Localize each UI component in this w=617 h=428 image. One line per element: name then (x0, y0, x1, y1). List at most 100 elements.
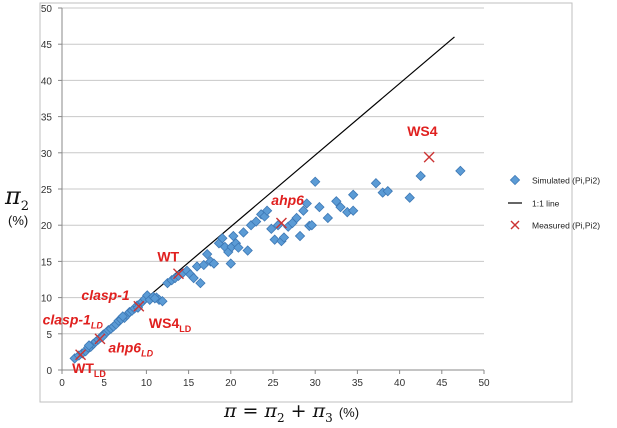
tick-labels: 0 5 10 15 20 25 30 35 40 45 50 0 5 10 15 20 25 30 35 40 45 50 (41, 4, 490, 389)
legend-measured-marker (510, 220, 520, 230)
simulated-point (415, 170, 426, 182)
point-annotation: WT (157, 248, 179, 264)
x-tick-label: 10 (141, 378, 153, 389)
simulated-point (217, 233, 228, 244)
annotation-text: WS4 (407, 123, 438, 139)
y-axis-subscript: 2 (20, 198, 30, 214)
x-tick-label: 40 (394, 378, 406, 389)
simulated-point (298, 205, 309, 216)
legend-label: Measured (Pi,Pi2) (532, 221, 600, 231)
legend: Simulated (Pi,Pi2) 1:1 line Measured (Pi,P… (508, 174, 600, 231)
simulated-point (455, 165, 466, 177)
simulated-point (322, 212, 334, 224)
measured-point (423, 151, 435, 163)
annotation-text: ahp6 (108, 340, 141, 356)
gridlines (58, 7, 485, 374)
annotation-text: clasp-1 (43, 311, 91, 327)
simulated-point (188, 272, 199, 284)
simulated-point (370, 178, 382, 189)
simulated-point (266, 223, 277, 234)
simulated-point (291, 212, 302, 224)
measured-cross-stroke (133, 300, 145, 312)
measured-points (75, 151, 435, 361)
measured-point (172, 268, 184, 280)
simulated-point (294, 230, 306, 242)
simulated-point (195, 277, 206, 289)
annotation-text: WS4 (149, 315, 180, 331)
simulated-point (335, 201, 346, 213)
simulated-point (404, 192, 415, 203)
simulated-point (157, 296, 168, 307)
y-tick-label: 15 (41, 257, 53, 268)
measured-point (75, 349, 87, 361)
y-tick-label: 45 (41, 40, 53, 51)
axes (61, 8, 484, 371)
simulated-point (331, 196, 342, 207)
point-annotation: WS4LD (149, 315, 192, 334)
point-annotation: clasp-1 (81, 287, 129, 303)
simulated-point (348, 205, 359, 216)
point-annotation: ahp6 (271, 192, 304, 208)
y-tick-label: 35 (41, 113, 53, 124)
annotation-text: ahp6 (271, 192, 304, 208)
simulated-point (250, 216, 262, 227)
simulated-point (261, 205, 273, 216)
simulated-point (198, 259, 209, 271)
y-tick-label: 25 (41, 185, 53, 196)
y-axis-unit: (%) (8, 213, 29, 228)
measured-cross-stroke (275, 217, 287, 229)
simulated-point (314, 201, 325, 213)
x-axis-label: π = π2 + π3 (%) (224, 400, 360, 425)
annotation-text: WT (157, 248, 179, 264)
y-tick-label: 40 (41, 76, 53, 87)
simulated-point (310, 176, 321, 187)
simulated-point (233, 242, 244, 253)
x-tick-label: 35 (352, 378, 364, 389)
measured-cross-stroke (94, 333, 106, 345)
x-tick-label: 25 (267, 378, 279, 389)
measured-cross-stroke (75, 349, 87, 361)
y-tick-label: 20 (41, 221, 53, 232)
simulated-point (242, 245, 253, 256)
x-tick-label: 5 (101, 378, 107, 389)
simulated-point (278, 232, 290, 243)
simulated-point (202, 248, 213, 260)
legend-simulated-marker (509, 174, 521, 186)
y-tick-label: 30 (41, 149, 53, 160)
simulated-point (83, 340, 95, 351)
x-tick-label: 15 (183, 378, 195, 389)
measured-point (133, 300, 145, 312)
point-annotation: WTLD (72, 360, 106, 379)
simulated-point (301, 198, 312, 209)
y-tick-label: 50 (41, 4, 53, 15)
legend-label: Simulated (Pi,Pi2) (532, 176, 600, 186)
x-tick-label: 45 (436, 378, 448, 389)
simulated-point (306, 220, 317, 231)
y-tick-label: 5 (46, 330, 52, 341)
measured-cross-stroke (423, 151, 435, 163)
simulated-point (269, 234, 280, 245)
y-axis-label: π2 (5, 182, 29, 214)
simulated-point (348, 189, 359, 200)
simulated-points (69, 165, 466, 364)
simulated-point (238, 227, 249, 238)
y-axis-symbol: π (5, 182, 21, 210)
annotation-subscript: LD (141, 349, 153, 359)
y-tick-label: 10 (41, 294, 53, 305)
measured-point (94, 333, 106, 345)
simulated-point (208, 258, 220, 269)
y-tick-label: 0 (46, 366, 52, 377)
simulated-point (117, 311, 128, 322)
simulated-point (228, 230, 239, 242)
legend-label: 1:1 line (532, 199, 560, 209)
x-axis-unit: (%) (338, 405, 360, 420)
x-tick-label: 50 (478, 378, 490, 389)
annotation-subscript: LD (94, 369, 106, 379)
annotation-text: WT (72, 360, 94, 376)
point-annotation: WS4 (407, 123, 438, 139)
annotation-text: clasp-1 (81, 287, 129, 303)
point-annotation: clasp-1LD (43, 311, 104, 330)
chart-border (39, 2, 573, 403)
measured-point (275, 217, 287, 229)
